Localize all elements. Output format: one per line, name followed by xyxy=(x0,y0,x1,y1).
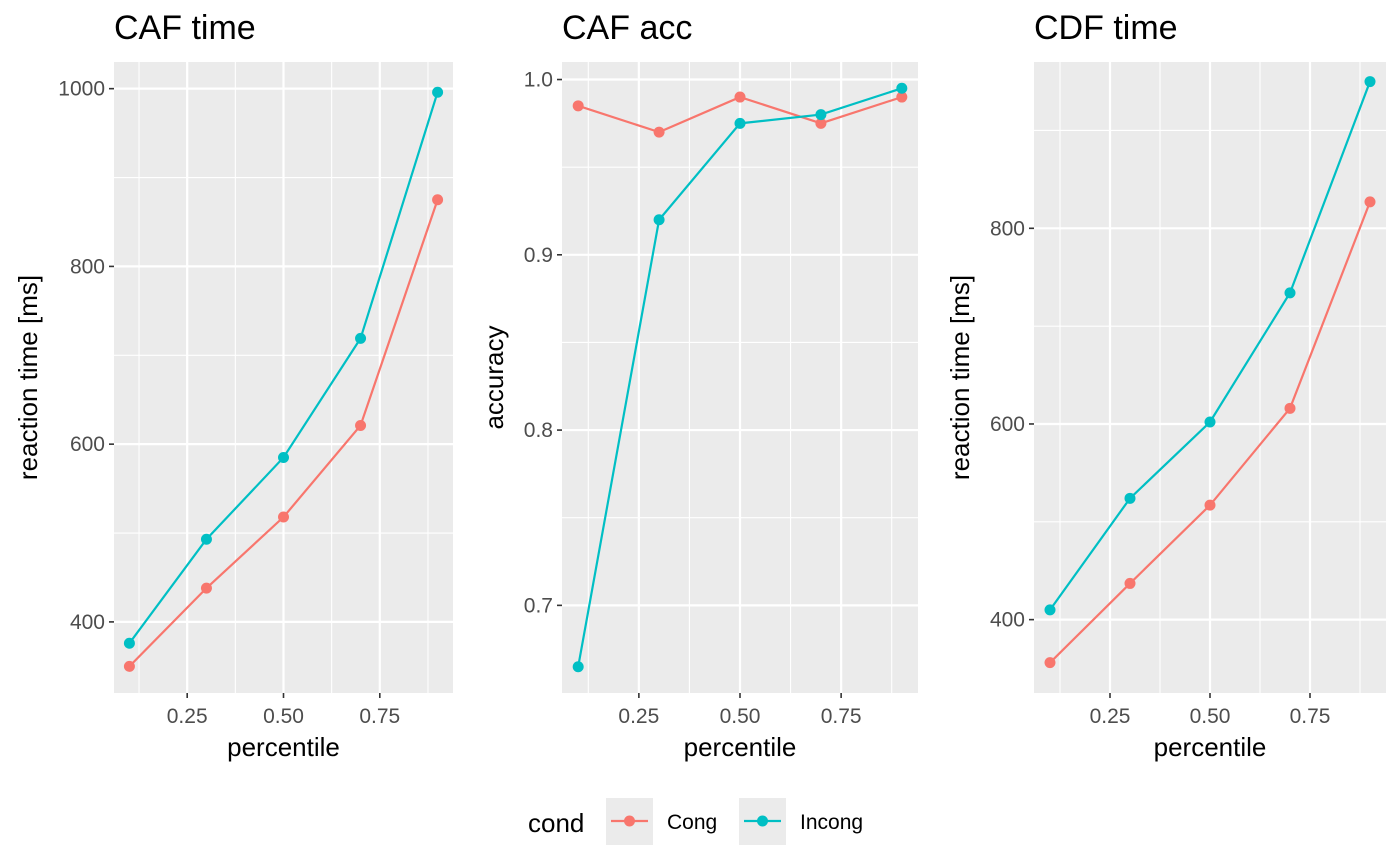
panel-title: CAF time xyxy=(114,9,256,47)
legend-label-incong: Incong xyxy=(800,811,863,834)
data-point-incong xyxy=(432,86,444,98)
data-point-cong xyxy=(1204,499,1216,511)
x-tick-label: 0.50 xyxy=(1190,705,1231,728)
x-tick-label: 0.25 xyxy=(618,705,659,728)
data-point-cong xyxy=(278,511,289,523)
data-point-incong xyxy=(1044,604,1056,616)
x-tick-label: 0.75 xyxy=(359,705,400,728)
y-tick-label: 0.9 xyxy=(524,244,553,267)
data-point-cong xyxy=(815,117,827,129)
data-point-cong xyxy=(1284,402,1296,414)
data-point-cong xyxy=(653,126,665,138)
y-tick-label: 1.0 xyxy=(524,69,553,92)
data-point-cong xyxy=(355,419,367,431)
legend-item-incong: Incong xyxy=(739,798,863,845)
data-point-cong xyxy=(572,100,584,112)
data-point-cong xyxy=(896,91,908,103)
data-point-incong xyxy=(815,109,827,121)
data-point-cong xyxy=(432,194,444,206)
y-tick-label: 1000 xyxy=(58,78,105,101)
data-point-incong xyxy=(1364,76,1376,88)
data-point-cong xyxy=(200,582,212,594)
y-tick-label: 600 xyxy=(70,433,105,456)
y-tick-label: 0.8 xyxy=(524,419,553,442)
y-axis-title: reaction time [ms] xyxy=(945,275,975,480)
data-point-incong xyxy=(734,117,746,129)
y-tick-label: 0.7 xyxy=(524,594,553,617)
data-point-incong xyxy=(278,451,289,463)
legend: cond Cong Incong xyxy=(528,798,863,845)
y-axis-title: accuracy xyxy=(479,325,509,429)
data-point-incong xyxy=(653,214,665,226)
x-tick-label: 0.75 xyxy=(821,705,862,728)
panel-title: CAF acc xyxy=(562,9,692,47)
legend-item-cong: Cong xyxy=(606,798,717,845)
legend-label-cong: Cong xyxy=(667,811,717,834)
data-point-incong xyxy=(123,637,135,649)
data-point-incong xyxy=(572,661,584,673)
y-tick-label: 400 xyxy=(70,611,105,634)
data-point-incong xyxy=(1124,492,1136,504)
data-point-incong xyxy=(1204,416,1216,428)
panel-title: CDF time xyxy=(1034,9,1178,47)
x-axis-title: percentile xyxy=(1154,732,1267,762)
panel-1: 0.25 0.50 0.75 0.7 0.8 0.9 1.0 CAF acc percentil… xyxy=(479,9,918,762)
legend-title: cond xyxy=(528,808,584,838)
x-axis-title: percentile xyxy=(227,732,340,762)
data-point-incong xyxy=(896,82,908,94)
x-tick-label: 0.25 xyxy=(1090,705,1131,728)
y-tick-label: 800 xyxy=(990,217,1025,240)
panel-0: 0.25 0.50 0.75 400 600 800 1000 CAF time percent… xyxy=(13,9,453,762)
y-tick-label: 400 xyxy=(990,609,1025,632)
data-point-cong xyxy=(1044,657,1056,669)
x-tick-label: 0.50 xyxy=(263,705,304,728)
y-tick-label: 600 xyxy=(990,413,1025,436)
data-point-incong xyxy=(1284,287,1296,299)
x-tick-label: 0.50 xyxy=(720,705,761,728)
y-tick-label: 800 xyxy=(70,255,105,278)
data-point-cong xyxy=(734,91,746,103)
y-axis-title: reaction time [ms] xyxy=(13,275,43,480)
data-point-cong xyxy=(1364,196,1376,208)
x-tick-label: 0.75 xyxy=(1290,705,1331,728)
data-point-incong xyxy=(355,332,367,344)
data-point-cong xyxy=(123,660,135,672)
legend-point-incong xyxy=(757,815,768,827)
data-point-incong xyxy=(200,533,212,545)
x-axis-title: percentile xyxy=(684,732,797,762)
data-point-cong xyxy=(1124,577,1136,589)
panel-2: 0.25 0.50 0.75 400 600 800 CDF time percentile r… xyxy=(945,9,1386,762)
legend-point-cong xyxy=(624,815,635,827)
x-tick-label: 0.25 xyxy=(167,705,208,728)
chart-panels: 0.25 0.50 0.75 400 600 800 1000 CAF time percent… xyxy=(13,9,1386,762)
